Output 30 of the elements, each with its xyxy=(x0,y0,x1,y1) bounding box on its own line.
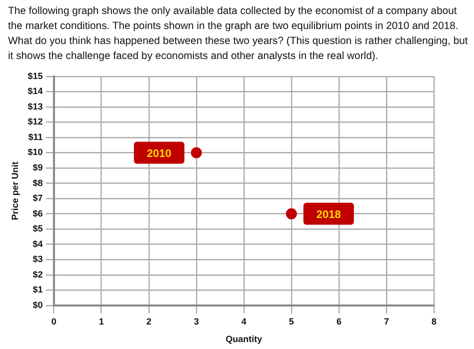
y-axis-title: Price per Unit xyxy=(10,162,20,220)
y-tick-label: $4 xyxy=(32,238,43,249)
y-tick-label: $15 xyxy=(28,70,43,81)
y-tick-label: $7 xyxy=(32,193,43,204)
x-tick-label: 8 xyxy=(431,316,437,326)
x-tick-label: 0 xyxy=(51,316,56,326)
y-tick-label: $2 xyxy=(32,269,43,280)
y-tick-label: $8 xyxy=(32,178,43,188)
x-tick-label: 5 xyxy=(288,316,294,326)
y-tick-label: $6 xyxy=(32,208,43,218)
x-tick-label: 6 xyxy=(336,316,342,326)
x-tick-label: 7 xyxy=(384,316,389,326)
y-tick-label: $3 xyxy=(32,254,43,264)
y-tick-label: $11 xyxy=(28,132,43,142)
x-tick-label: 1 xyxy=(98,316,104,326)
x-tick-label: 4 xyxy=(241,316,246,326)
chart-title: The following graph shows the only available data collected by the economist of a company about the market conditions. The points shown in the graph are two equilibrium points in 2010 and 2018. What do you think has happened between these two years? (This question is rather challenging, but it shows the challenge faced by economists and other analysts in the real world). xyxy=(8,5,468,64)
y-tick-label: $9 xyxy=(32,162,43,172)
y-tick-label: $0 xyxy=(32,300,43,310)
y-tick-label: $1 xyxy=(32,284,43,295)
annotation: 2018 xyxy=(316,208,341,221)
y-tick-label: $12 xyxy=(28,116,43,127)
x-tick-label: 3 xyxy=(194,316,199,326)
annotation: 2010 xyxy=(146,148,172,160)
y-tick-label: $14 xyxy=(28,86,43,96)
y-tick-label: $13 xyxy=(28,101,43,112)
x-axis-title: Quantity xyxy=(226,334,262,344)
x-tick-label: 2 xyxy=(146,316,152,326)
y-tick-label: $5 xyxy=(32,224,43,234)
y-tick-label: $10 xyxy=(28,147,43,158)
